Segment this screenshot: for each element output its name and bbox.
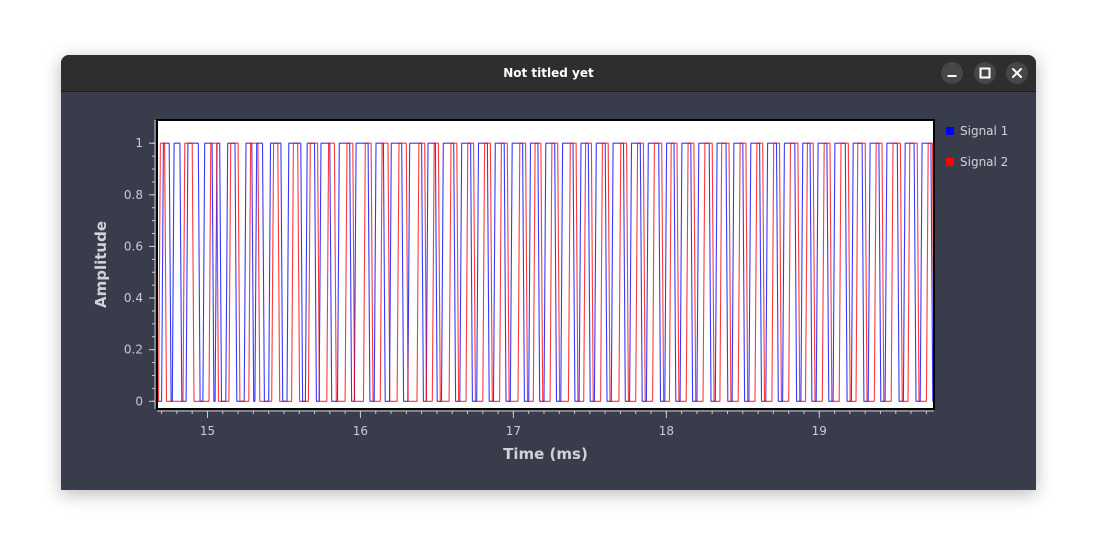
y-tick-label: 0.2 bbox=[124, 343, 143, 357]
legend-label: Signal 1 bbox=[960, 124, 1008, 138]
plot-frame bbox=[156, 119, 935, 410]
maximize-button[interactable] bbox=[974, 62, 996, 84]
app-window: Not titled yet 0 0.2 0.4 0.6 0.8 1 15 16 17 18 19 … bbox=[61, 55, 1036, 490]
legend: Signal 1 Signal 2 bbox=[946, 124, 1008, 169]
legend-swatch bbox=[946, 158, 954, 166]
x-tick-label: 17 bbox=[506, 424, 521, 438]
minimize-icon bbox=[947, 75, 957, 77]
y-tick-label: 0.8 bbox=[124, 188, 143, 202]
series-line-1 bbox=[157, 142, 934, 402]
x-tick-label: 18 bbox=[659, 424, 674, 438]
y-tick-label: 0.4 bbox=[124, 291, 143, 305]
close-icon bbox=[1012, 68, 1022, 78]
window-title: Not titled yet bbox=[503, 66, 594, 80]
x-tick-label: 16 bbox=[353, 424, 368, 438]
y-axis-label: Amplitude bbox=[92, 221, 110, 308]
x-axis-label: Time (ms) bbox=[503, 445, 588, 463]
series-line-2 bbox=[157, 142, 935, 402]
axes: 0 0.2 0.4 0.6 0.8 1 15 16 17 18 19 bbox=[124, 120, 934, 438]
y-tick-label: 0 bbox=[135, 394, 143, 408]
close-button[interactable] bbox=[1006, 62, 1028, 84]
chart: 0 0.2 0.4 0.6 0.8 1 15 16 17 18 19 Time (ms) Ampli… bbox=[92, 119, 1008, 463]
legend-label: Signal 2 bbox=[960, 155, 1008, 169]
x-tick-label: 19 bbox=[812, 424, 827, 438]
y-tick-label: 0.6 bbox=[124, 239, 143, 253]
x-tick-label: 15 bbox=[200, 424, 215, 438]
title-bar[interactable]: Not titled yet bbox=[61, 55, 1036, 92]
series-group bbox=[157, 142, 935, 402]
legend-swatch bbox=[946, 127, 954, 135]
maximize-icon bbox=[979, 67, 991, 79]
y-tick-label: 1 bbox=[135, 136, 143, 150]
minimize-button[interactable] bbox=[941, 62, 963, 84]
